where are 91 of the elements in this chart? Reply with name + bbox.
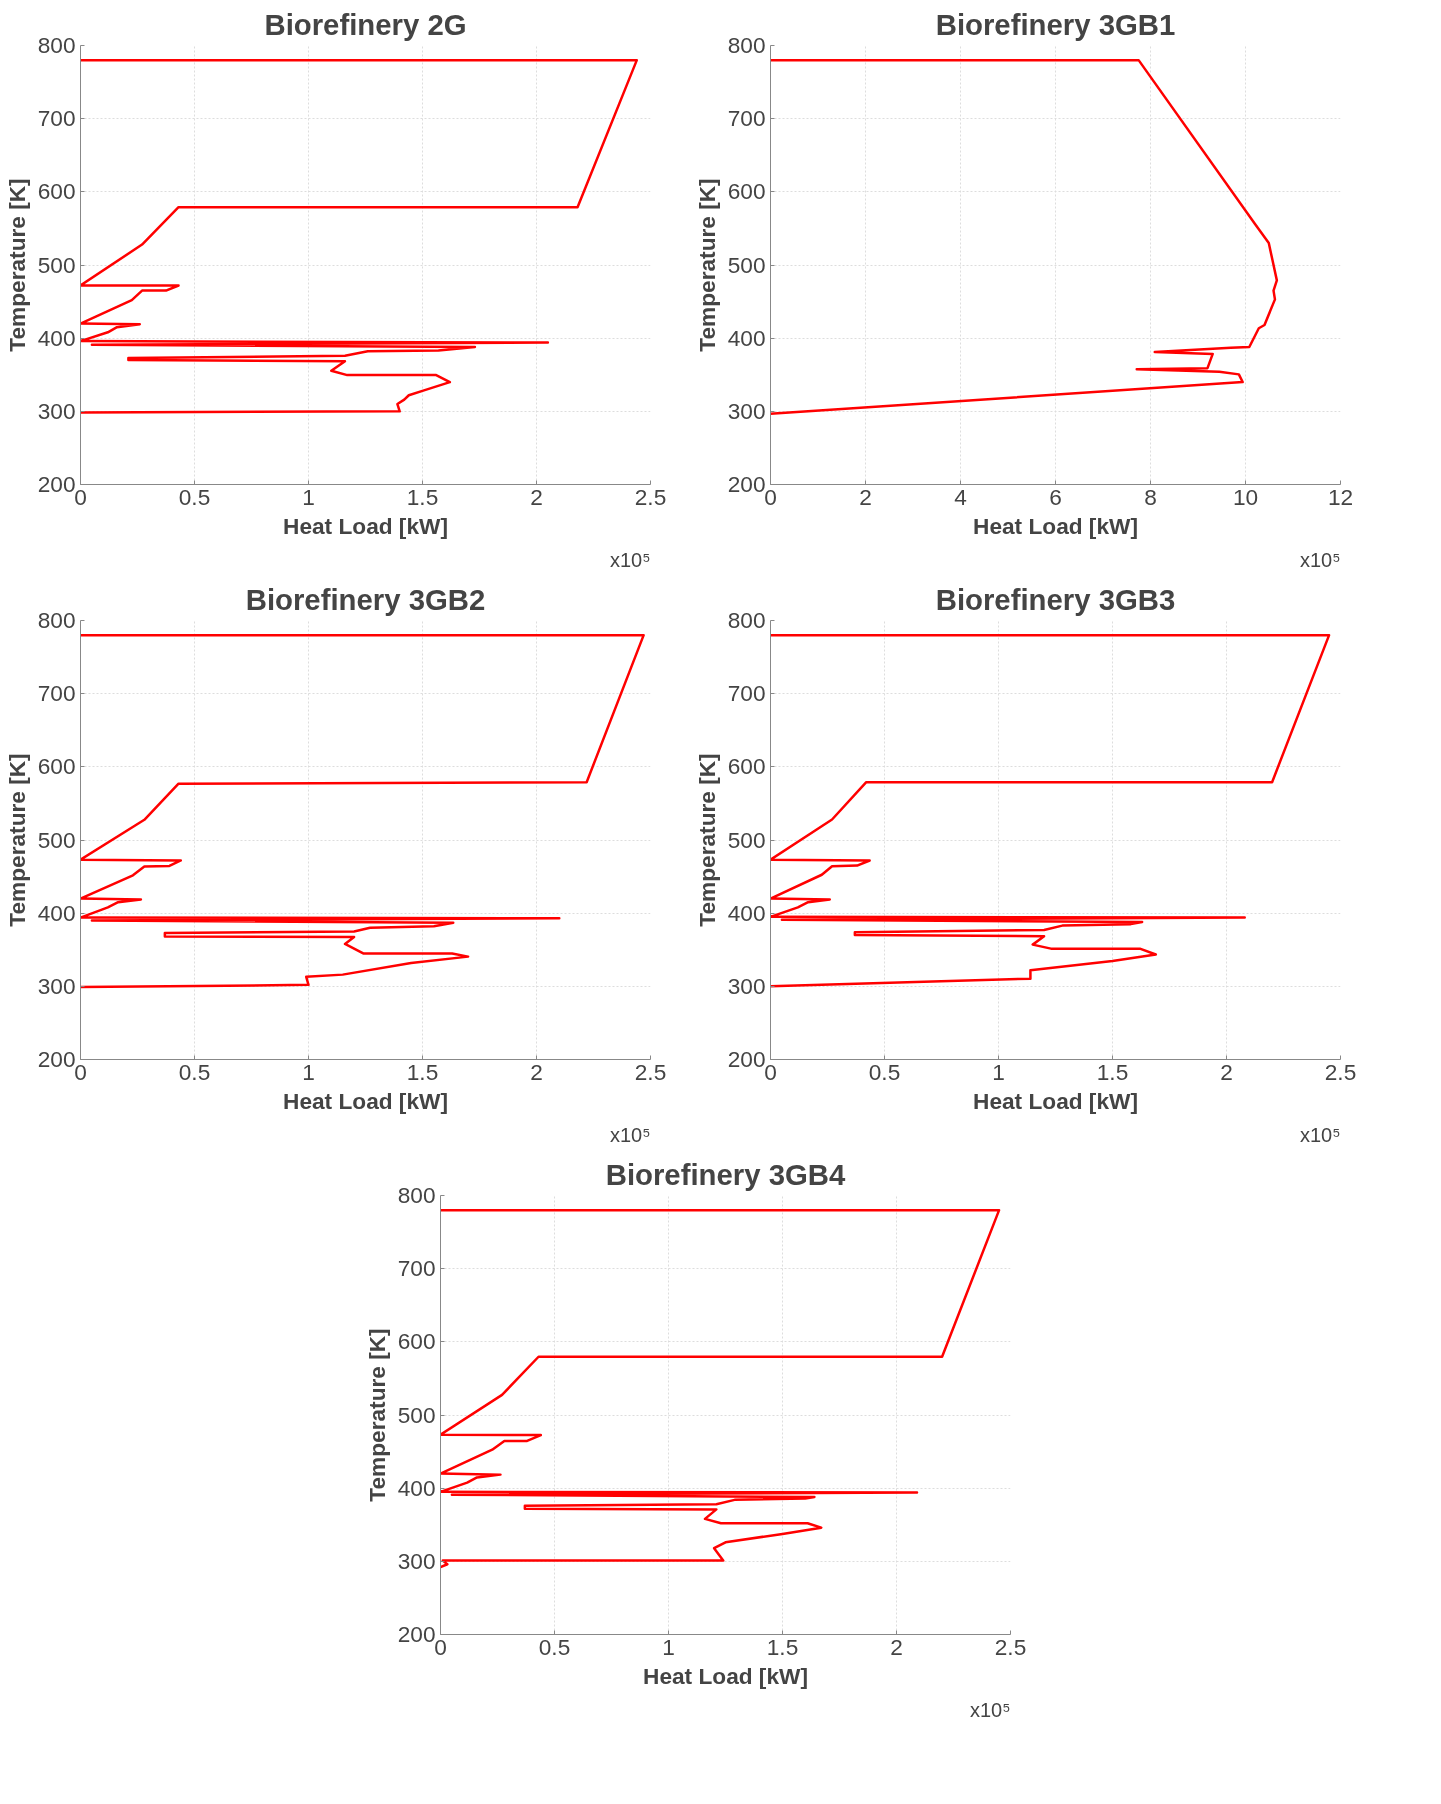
y-tick-label: 800: [397, 1182, 436, 1208]
y-tick-label: 400: [397, 1474, 436, 1501]
x-tick-label: 0: [764, 1058, 777, 1085]
text: x10⁵: [609, 1123, 651, 1146]
y-tick-label: 700: [37, 105, 76, 132]
y-tick-label: 400: [727, 324, 766, 351]
x-axis-title: Heat Load [kW]: [973, 512, 1138, 539]
y-tick-label: 600: [37, 178, 76, 205]
x-tick-label: 8: [1144, 483, 1157, 510]
y-tick-label: 500: [727, 826, 766, 853]
y-tick-label: 500: [397, 1401, 436, 1428]
x-tick-label: 1: [992, 1058, 1005, 1085]
chart-title: Biorefinery 2G: [264, 7, 467, 41]
x-tick-label: 0.5: [178, 483, 211, 510]
y-axis-title: Temperature [K]: [3, 753, 30, 927]
y-tick-label: 700: [727, 105, 766, 132]
y-tick-label: 300: [727, 397, 766, 424]
y-tick-label: 400: [727, 899, 766, 926]
x-axis-title: Heat Load [kW]: [283, 512, 448, 539]
y-tick-label: 800: [37, 607, 76, 633]
x-tick-label: 2: [1220, 1058, 1233, 1085]
x-tick-label: 4: [954, 483, 967, 510]
y-tick-label: 800: [727, 607, 766, 633]
y-axis-title: Temperature [K]: [3, 178, 30, 352]
line-series: [770, 58, 1279, 415]
y-tick-label: 600: [37, 753, 76, 780]
y-tick-label: 200: [37, 471, 76, 497]
y-axis-title: Temperature [K]: [693, 178, 720, 352]
x-tick-label: 0: [74, 1058, 87, 1085]
y-tick-label: 300: [37, 972, 76, 999]
chart-title: Biorefinery 3GB3: [935, 582, 1176, 616]
x-tick-label: 0.5: [868, 1058, 901, 1085]
text: x10⁵: [1299, 548, 1341, 571]
text: x10⁵: [609, 548, 651, 571]
y-axis-title: Temperature [K]: [363, 1328, 390, 1502]
y-tick-label: 300: [37, 397, 76, 424]
x-tick-label: 0: [764, 483, 777, 510]
y-tick-label: 500: [37, 251, 76, 278]
y-tick-label: 400: [37, 899, 76, 926]
y-tick-label: 200: [397, 1621, 436, 1647]
y-tick-label: 700: [37, 680, 76, 707]
x-tick-label: 10: [1232, 483, 1259, 510]
text: x10⁵: [1299, 1123, 1341, 1146]
x-tick-label: 2.5: [994, 1633, 1027, 1660]
x-tick-label: 0.5: [178, 1058, 211, 1085]
x-tick-label: 1: [302, 483, 315, 510]
y-tick-label: 700: [397, 1255, 436, 1282]
chart-title: Biorefinery 3GB4: [605, 1157, 846, 1191]
x-tick-label: 0: [74, 483, 87, 510]
x-tick-label: 2.5: [634, 483, 667, 510]
y-tick-label: 800: [37, 32, 76, 58]
chart-title: Biorefinery 3GB1: [935, 7, 1176, 41]
text: x10⁵: [969, 1698, 1011, 1721]
x-tick-label: 6: [1049, 483, 1062, 510]
y-tick-label: 400: [37, 324, 76, 351]
x-tick-label: 2: [859, 483, 872, 510]
y-tick-label: 300: [397, 1547, 436, 1574]
y-axis-title: Temperature [K]: [693, 753, 720, 927]
chart-title: Biorefinery 3GB2: [245, 582, 486, 616]
x-tick-label: 1.5: [766, 1633, 799, 1660]
x-tick-label: 1: [662, 1633, 675, 1660]
y-tick-label: 500: [37, 826, 76, 853]
y-tick-label: 600: [727, 753, 766, 780]
x-tick-label: 1.5: [1096, 1058, 1129, 1085]
x-axis-title: Heat Load [kW]: [973, 1087, 1138, 1114]
y-tick-label: 700: [727, 680, 766, 707]
x-tick-label: 0: [434, 1633, 447, 1660]
x-tick-label: 0.5: [538, 1633, 571, 1660]
y-tick-label: 800: [727, 32, 766, 58]
x-tick-label: 1.5: [406, 483, 439, 510]
x-tick-label: 1: [302, 1058, 315, 1085]
line-series: [440, 1208, 1001, 1569]
y-tick-label: 600: [727, 178, 766, 205]
y-tick-label: 200: [727, 1046, 766, 1072]
x-tick-label: 2: [890, 1633, 903, 1660]
y-tick-label: 200: [727, 471, 766, 497]
x-tick-label: 2.5: [1324, 1058, 1357, 1085]
x-tick-label: 12: [1327, 483, 1354, 510]
y-tick-label: 300: [727, 972, 766, 999]
y-tick-label: 200: [37, 1046, 76, 1072]
line-series: [80, 633, 645, 989]
x-tick-label: 1.5: [406, 1058, 439, 1085]
line-series: [770, 633, 1331, 988]
x-axis-title: Heat Load [kW]: [643, 1662, 808, 1689]
y-tick-label: 500: [727, 251, 766, 278]
x-axis-title: Heat Load [kW]: [283, 1087, 448, 1114]
x-tick-label: 2: [530, 483, 543, 510]
y-tick-label: 600: [397, 1328, 436, 1355]
x-tick-label: 2: [530, 1058, 543, 1085]
x-tick-label: 2.5: [634, 1058, 667, 1085]
line-series: [80, 58, 639, 414]
